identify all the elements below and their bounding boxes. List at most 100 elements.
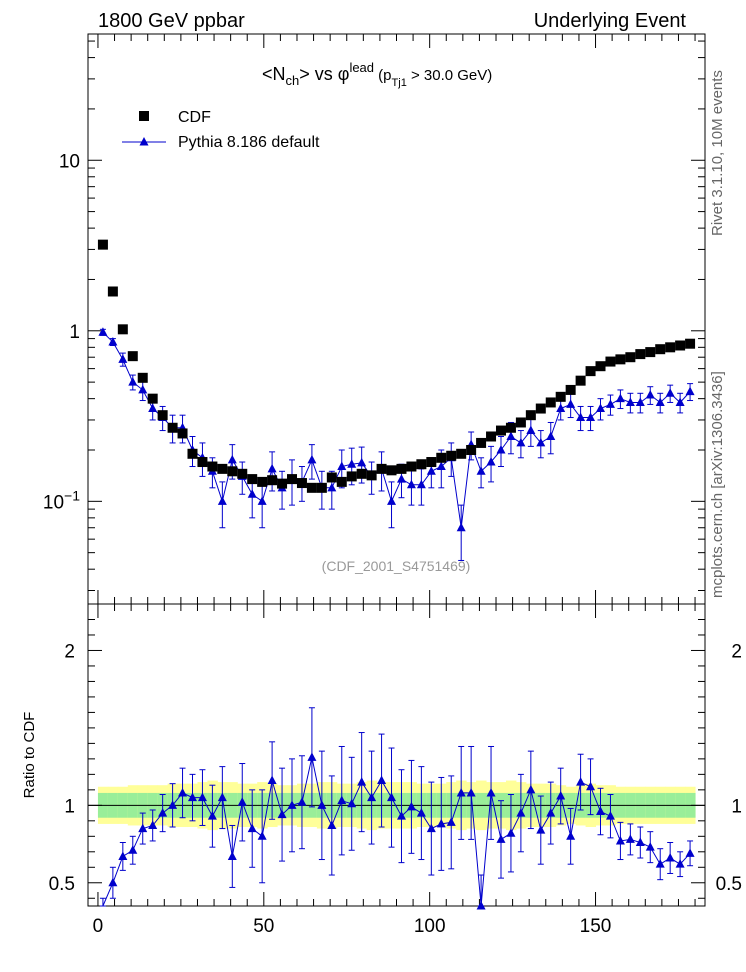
mc-point [387,496,397,505]
ratio-mc-point [506,828,516,837]
data-point [505,422,516,433]
data-point [177,428,188,439]
header-left: 1800 GeV ppbar [98,10,245,32]
mc-point [675,397,685,406]
mc-point [148,403,158,413]
ratio-y-tick-label-left: 0.5 [49,874,75,895]
data-point [137,372,148,383]
main-panel: 10−1 1 10 <Nch> vs φlead (pTj1 > 30.0 GeV)… [43,33,706,605]
data-series [97,239,696,493]
ratio-y-tick-labels: 0.5 0.5 1 1 2 2 [49,641,742,894]
ratio-mc-point [645,842,655,851]
mc-point [436,461,446,471]
data-point [217,463,228,474]
ratio-mc-point [456,787,466,797]
ratio-mc-point [546,808,556,817]
data-point [495,425,506,436]
data-point [406,461,417,472]
ratio-mc-point [187,792,197,802]
ratio-mc-point [436,818,446,828]
mc-point [625,397,635,406]
ratio-axis-ticks [88,604,705,906]
ratio-mc-point [257,831,267,840]
ratio-panel: 0.5 0.5 1 1 2 2 0 50 100 150 Ratio to CDF [21,603,742,937]
data-point [575,375,586,386]
data-point [595,361,606,372]
mc-point [227,454,237,464]
ratio-mc-point [605,811,615,820]
ratio-mc-point [267,775,277,785]
ratio-mc-point [118,851,128,860]
ratio-mc-point [247,823,257,833]
data-point [306,482,317,493]
plot-title: <Nch> vs φlead (pTj1 > 30.0 GeV) [262,60,492,89]
mc-point [456,522,466,532]
ratio-mc-point [596,806,606,816]
data-point [486,431,497,442]
data-point [296,478,307,489]
data-point [436,452,447,463]
data-point [326,472,337,483]
ratio-y-tick-label-left: 2 [64,641,75,662]
data-point [535,403,546,414]
ratio-mc-point [307,752,317,761]
data-point [187,448,198,459]
ratio-mc-point [277,809,287,819]
legend-data-label: CDF [178,109,211,126]
mc-point [586,412,596,422]
mc-point [217,496,227,505]
data-point [585,366,596,377]
mc-point [526,425,536,435]
data-point [287,474,298,485]
data-point [356,468,367,479]
ratio-mc-point [625,834,635,843]
ratio-mc-point [576,777,586,786]
legend-data-marker [139,111,149,121]
y-tick-label: 10−1 [43,487,80,513]
data-point [316,482,327,493]
ratio-y-tick-label-right: 1 [731,796,742,817]
mc-point [307,454,317,464]
ratio-mc-point [148,820,158,829]
ratio-mc-point [466,787,476,797]
ratio-mc-point [317,800,327,809]
ratio-mc-point [297,797,307,806]
main-axis-ticks [88,34,705,604]
mc-point [685,386,695,396]
data-point [237,468,248,479]
ratio-y-tick-label-right: 2 [731,641,742,662]
ratio-mc-point [516,808,526,817]
ratio-mc-point [168,800,178,809]
data-point [525,410,536,421]
ratio-y-axis-label: Ratio to CDF [21,712,38,799]
data-point [396,463,407,474]
data-point [615,354,626,365]
mc-point [257,496,267,505]
ratio-mc-point [536,825,546,834]
mc-point [605,399,615,408]
header-right: Underlying Event [534,10,687,32]
data-point [665,342,676,353]
ratio-mc-point [178,787,188,797]
ratio-mc-point [337,795,347,805]
mcplots-label: mcplots.cern.ch [arXiv:1306.3436] [709,371,726,598]
analysis-id: (CDF_2001_S4751469) [322,558,471,574]
data-point [157,410,168,421]
data-point [565,384,576,395]
mc-point [576,412,586,422]
data-point [386,465,397,476]
mc-point [267,463,277,473]
ratio-mc-point [327,820,337,829]
legend-mc-label: Pythia 8.186 default [178,134,320,151]
legend-mc-marker [139,137,149,146]
data-point [555,391,566,402]
data-point [127,351,138,362]
data-point [675,340,686,351]
ratio-mc-point [586,781,596,791]
data-point [117,324,128,335]
ratio-mc-point [108,877,118,887]
ratio-mc-point [237,797,247,806]
mc-point [655,397,665,406]
data-point [147,393,158,404]
ratio-mc-point [635,837,645,847]
